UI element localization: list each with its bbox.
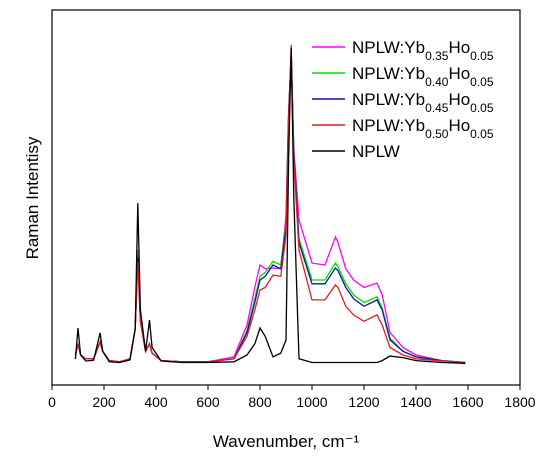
x-tick-label: 1400 <box>400 394 431 410</box>
x-tick-label: 1800 <box>504 394 535 410</box>
y-axis-label: Raman Intentisy <box>23 136 42 259</box>
series-line <box>74 47 466 364</box>
x-tick-label: 1200 <box>348 394 379 410</box>
legend-label: NPLW:Yb0.50Ho0.05 <box>352 116 494 141</box>
legend-label: NPLW:Yb0.40Ho0.05 <box>352 64 494 89</box>
x-tick-label: 200 <box>92 394 116 410</box>
x-tick-label: 1000 <box>296 394 327 410</box>
legend-label: NPLW <box>352 142 400 161</box>
x-tick-label: 400 <box>144 394 168 410</box>
plot-frame <box>51 9 521 386</box>
x-axis-label: Wavenumber, cm⁻¹ <box>213 432 360 451</box>
legend-label: NPLW:Yb0.45Ho0.05 <box>352 90 494 115</box>
series-line <box>74 44 466 364</box>
x-tick-label: 0 <box>48 394 56 410</box>
x-tick-label: 1600 <box>452 394 483 410</box>
x-tick-label: 600 <box>196 394 220 410</box>
x-tick-label: 800 <box>248 394 272 410</box>
legend-label: NPLW:Yb0.35Ho0.05 <box>352 38 494 63</box>
